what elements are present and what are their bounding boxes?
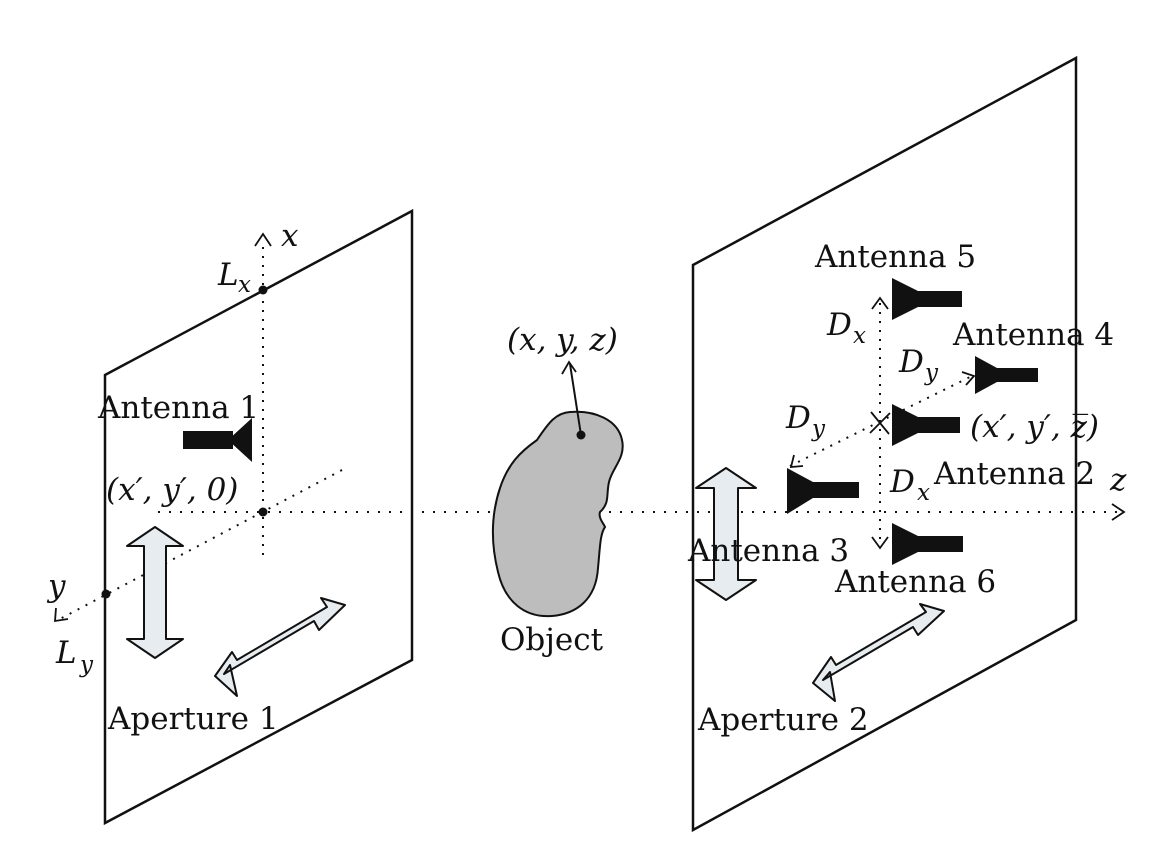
y-axis-arrowhead — [54, 607, 69, 623]
lx-label: L — [217, 257, 239, 293]
dx-top-subscript: x — [853, 323, 866, 349]
origin-point — [258, 507, 268, 517]
antenna-6-label: Antenna 6 — [834, 564, 996, 600]
lx-subscript: x — [238, 272, 251, 298]
aperture-1-label: Aperture 1 — [107, 701, 279, 737]
dx-top-arrowhead — [871, 296, 889, 310]
dy-left-subscript: y — [811, 416, 826, 442]
ly-label: L — [55, 635, 77, 671]
center-cross-mark — [869, 411, 891, 435]
dx-bottom-arrowhead — [871, 536, 889, 550]
object-pointer-arrowhead — [561, 360, 577, 375]
ly-point — [101, 589, 111, 599]
aperture-2-vertical-arrow — [695, 467, 757, 601]
antenna-4-label: Antenna 4 — [952, 317, 1114, 353]
origin-coordinate-label: (x′, y′, 0) — [106, 472, 238, 508]
object-shape — [491, 410, 624, 618]
y-axis-label: y — [46, 568, 66, 604]
aperture-1-diagonal-arrow — [214, 597, 346, 697]
dx-top-label: D — [826, 307, 852, 343]
z-axis-arrowhead — [1111, 503, 1126, 521]
aperture-2-diagonal-arrow — [812, 603, 945, 702]
aperture-2-coordinate-label: (x′, y′, z̅) — [970, 409, 1099, 445]
aperture-2-plane — [691, 55, 1078, 833]
dx-bottom-label: D — [889, 464, 915, 500]
aperture-1-vertical-arrow — [126, 526, 184, 659]
lx-point — [258, 285, 268, 295]
antenna-3-label: Antenna 3 — [687, 533, 849, 569]
antenna-center-icon — [892, 404, 960, 446]
object-label: Object — [500, 622, 604, 658]
antenna-3-icon — [787, 468, 859, 514]
antenna-2-label: Antenna 2 — [933, 456, 1095, 492]
z-axis-label: z — [1109, 462, 1127, 498]
antenna-5-icon — [892, 278, 962, 320]
dx-bottom-subscript: x — [917, 480, 930, 506]
dy-top-label: D — [898, 344, 924, 380]
antenna-6-icon — [892, 523, 963, 565]
dy-left-arrowhead — [789, 454, 804, 469]
object-pointer-line — [569, 363, 582, 436]
x-axis-arrowhead — [254, 232, 272, 247]
aperture-2-label: Aperture 2 — [697, 702, 869, 738]
antenna-1-icon — [183, 418, 252, 462]
ly-subscript: y — [79, 652, 94, 678]
antenna-1-label: Antenna 1 — [97, 390, 259, 426]
antenna-5-label: Antenna 5 — [814, 239, 976, 275]
x-axis-label: x — [281, 218, 299, 254]
aperture-1-plane — [103, 208, 414, 826]
dy-right-arrowhead — [961, 371, 976, 386]
object-coordinate-label: (x, y, z) — [507, 322, 618, 358]
dy-left-label: D — [785, 400, 811, 436]
dy-top-subscript: y — [924, 360, 939, 386]
antenna-4-icon — [975, 356, 1038, 394]
